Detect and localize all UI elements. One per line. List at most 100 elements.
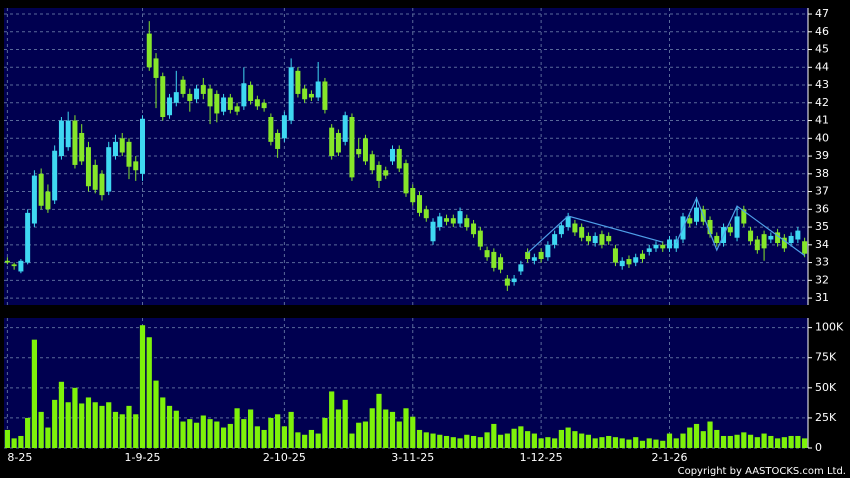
volume-bar [633, 437, 639, 448]
y-tick-label: 31 [815, 291, 829, 304]
candle-body [768, 235, 774, 240]
candle-body [775, 232, 781, 244]
y-tick-label: 32 [815, 273, 829, 286]
candle-body [619, 260, 625, 267]
volume-bar [308, 429, 315, 448]
candle-body [518, 264, 524, 272]
candle-body [592, 235, 598, 244]
volume-bar [464, 434, 470, 448]
volume-bar [126, 405, 132, 448]
volume-bar [295, 432, 301, 448]
volume-bar [362, 421, 369, 448]
candle-body [214, 93, 220, 114]
candle-body [471, 223, 477, 235]
candle-body [612, 248, 618, 263]
volume-bar [687, 427, 693, 448]
volume-bar [139, 325, 146, 448]
candle-body [673, 239, 679, 249]
volume-bar [707, 421, 713, 448]
candle-body [65, 120, 71, 148]
volume-bar [491, 423, 497, 448]
candle-body [633, 257, 639, 263]
candle-body [606, 235, 612, 242]
volume-bar [65, 402, 71, 448]
volume-bar [504, 433, 510, 448]
volume-bar [79, 403, 85, 448]
candle-body [477, 230, 483, 247]
candle-body [92, 164, 98, 190]
trend-line [675, 196, 805, 256]
x-tick-label: 2-1-26 [652, 451, 688, 464]
candle-body [383, 170, 389, 176]
candle-body [558, 225, 564, 235]
volume-bar [619, 438, 625, 448]
candle-body [369, 154, 375, 171]
y-tick-label: 41 [815, 114, 829, 127]
candle-body [450, 218, 456, 224]
volume-bar [52, 399, 58, 448]
candle-body [761, 234, 767, 249]
candle-body [275, 132, 281, 149]
y-tick-label: 33 [815, 256, 829, 269]
candle-body [585, 235, 591, 242]
volume-bar [180, 421, 186, 448]
volume-bar [410, 416, 416, 448]
volume-bar [187, 419, 193, 448]
volume-bar [248, 409, 254, 448]
candle-body [498, 257, 504, 270]
volume-bar [329, 391, 335, 448]
candle-body [525, 251, 531, 260]
candle-body [45, 191, 51, 210]
candle-body [126, 141, 132, 167]
x-tick-label: 8-25 [7, 451, 32, 464]
volume-bar [761, 433, 767, 448]
volume-bar [11, 438, 17, 448]
x-tick-label: 2-10-25 [263, 451, 306, 464]
candle-body [295, 70, 301, 94]
candle-body [11, 264, 17, 267]
candle-body [72, 120, 78, 165]
volume-bar [660, 440, 666, 448]
y-tick-label: 42 [815, 96, 829, 109]
y-tick-label: 35 [815, 220, 829, 233]
candle-body [694, 207, 700, 222]
y-tick-label: 46 [815, 25, 829, 38]
candle-body [207, 88, 213, 107]
volume-bar [484, 432, 490, 448]
volume-bar [774, 438, 781, 448]
volume-bar [437, 434, 443, 448]
candle-body [417, 195, 423, 213]
candle-body [322, 81, 328, 110]
x-tick-label: 1-9-25 [125, 451, 161, 464]
volume-bar [497, 434, 504, 448]
candle-body [119, 138, 125, 153]
volume-bar [376, 393, 382, 448]
candle-body [504, 278, 510, 286]
candle-body [788, 235, 794, 244]
candle-body [85, 147, 91, 187]
volume-bar [173, 410, 179, 448]
candle-body [234, 106, 240, 112]
y-tick-label: 43 [815, 78, 829, 91]
candle-body [308, 93, 314, 98]
volume-bar [477, 437, 483, 448]
candle-body [714, 235, 720, 244]
volume-bar [31, 339, 38, 448]
volume-bar [538, 438, 544, 448]
volume-bar [525, 431, 531, 448]
volume-bar [58, 381, 65, 448]
candle-body [599, 234, 605, 245]
volume-bar [4, 429, 10, 448]
volume-bar [579, 433, 585, 448]
x-tick-label: 1-12-25 [520, 451, 563, 464]
candle-body [167, 97, 173, 116]
volume-bar [146, 337, 152, 448]
y-tick-label: 50K [815, 381, 837, 394]
volume-bar [38, 411, 44, 448]
volume-bar [315, 433, 321, 448]
candle-body [194, 88, 200, 100]
candle-body [281, 115, 287, 139]
candle-body [396, 148, 402, 169]
volume-bar [302, 434, 308, 448]
volume-bar [788, 435, 794, 448]
